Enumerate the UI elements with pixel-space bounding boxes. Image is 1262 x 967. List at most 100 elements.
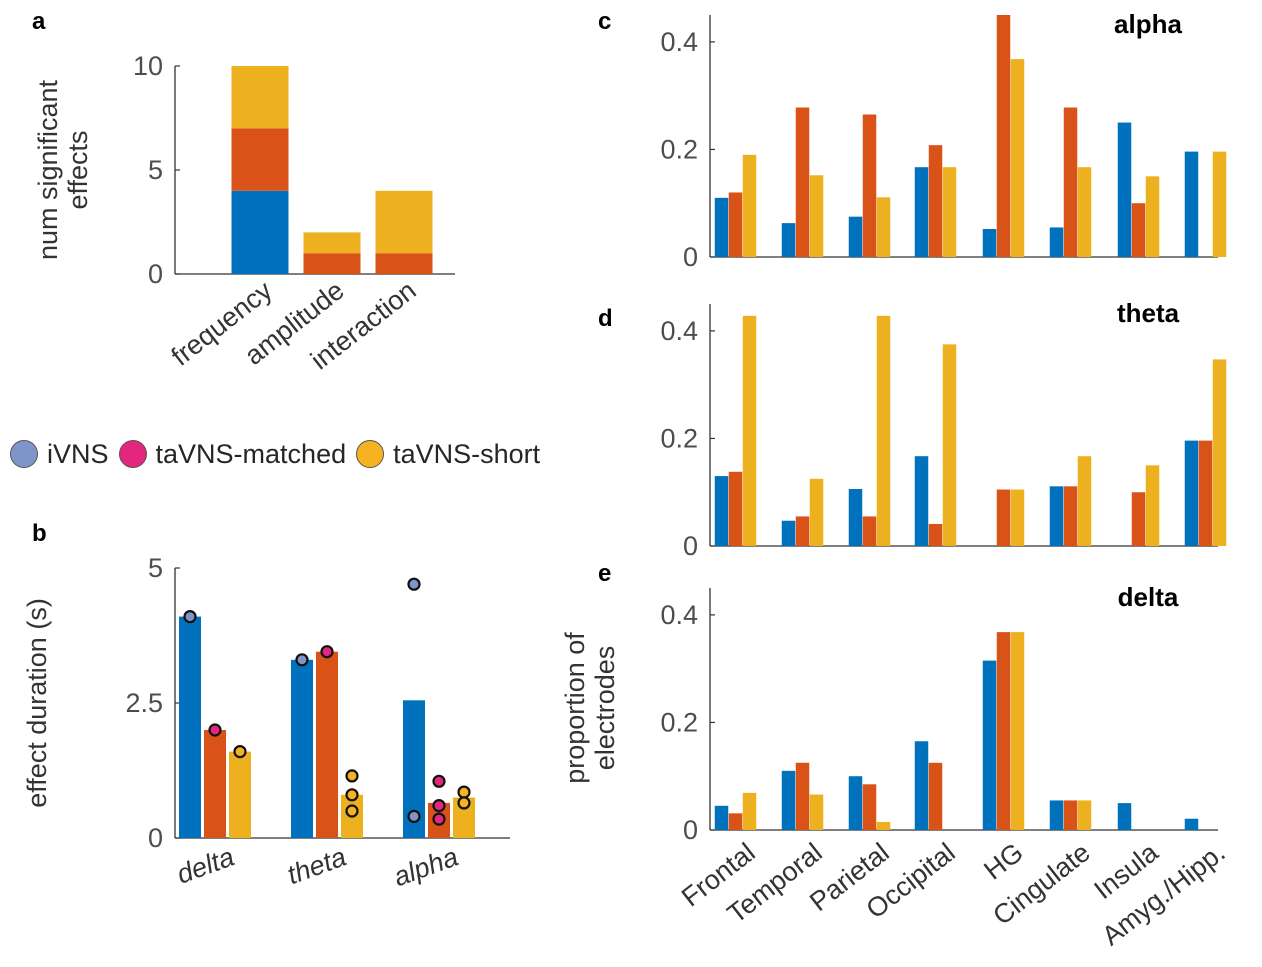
point-theta-tavns-matched [320, 645, 334, 659]
bar-amplitude-tavns-matched [303, 253, 361, 274]
panel-c: c 0 0.2 0.4 alpha [598, 8, 1227, 272]
bar-frontal-ivns [714, 197, 729, 257]
bar-frontal-tavns-matched [728, 471, 743, 546]
bar-alpha-tavns-short [453, 797, 475, 838]
y-tick-label: 0 [683, 531, 698, 561]
bar-cingulate-ivns [1049, 227, 1064, 257]
bar-cingulate-tavns-matched [1063, 486, 1078, 546]
bar-delta-tavns-matched [204, 730, 226, 838]
bar-parietal-ivns [848, 776, 863, 830]
y-tick-label: 0 [683, 242, 698, 272]
y-tick-label: 0 [148, 259, 163, 289]
y-tick-label: 0.4 [660, 27, 698, 57]
bar-insula-ivns [1117, 803, 1132, 830]
tavns-short-swatch-icon [356, 440, 385, 468]
y-axis-label-line: num significant [33, 79, 63, 260]
bar-insula-ivns [1117, 122, 1132, 257]
bar-amyg-hipp-ivns [1184, 151, 1199, 257]
y-tick-label: 0.4 [660, 316, 698, 346]
bar-interaction-tavns-short [375, 190, 433, 254]
bar-occipital-ivns [914, 741, 929, 830]
ivns-swatch-icon [10, 440, 38, 468]
panel-label-b: b [32, 520, 47, 547]
y-axis-label-line: effect duration (s) [22, 598, 52, 808]
bar-hg-tavns-short [1010, 59, 1025, 257]
bar-cingulate-tavns-matched [1063, 107, 1078, 258]
bar-occipital-tavns-short [942, 167, 957, 257]
point-theta-tavns-short [345, 804, 359, 818]
y-tick-label: 0.4 [660, 600, 698, 630]
y-tick-label: 0 [683, 815, 698, 845]
bar-temporal-tavns-matched [795, 107, 810, 258]
bar-hg-ivns [982, 229, 997, 257]
y-tick-label: 0.2 [660, 134, 698, 164]
point-theta-tavns-short [345, 788, 359, 802]
bar-temporal-tavns-short [809, 794, 824, 830]
y-tick-label: 5 [148, 553, 163, 583]
x-tick-label-theta: theta [283, 841, 350, 890]
bar-insula-tavns-short [1145, 176, 1160, 257]
bar-cingulate-tavns-short [1077, 456, 1092, 546]
y-tick-label: 2.5 [125, 688, 163, 718]
bar-delta-ivns [179, 616, 201, 838]
bar-temporal-ivns [781, 223, 796, 257]
bar-amyg-hipp-tavns-short [1212, 359, 1227, 546]
bar-parietal-tavns-matched [862, 516, 877, 546]
bar-frontal-tavns-short [742, 792, 757, 830]
y-tick-label: 5 [148, 155, 163, 185]
bar-occipital-tavns-matched [928, 762, 943, 830]
y-axis-label: effect duration (s) [22, 598, 52, 808]
bar-cingulate-ivns [1049, 800, 1064, 830]
point-alpha-ivns [407, 809, 421, 824]
point-delta-tavns-matched [208, 723, 222, 737]
y-axis-label-line: effects [63, 130, 93, 209]
bar-parietal-ivns [848, 488, 863, 546]
point-theta-ivns [295, 653, 309, 667]
x-tick-label-alpha: alpha [390, 841, 462, 892]
bar-parietal-tavns-matched [862, 114, 877, 257]
y-tick-label: 0.2 [660, 423, 698, 453]
bar-frontal-tavns-short [742, 315, 757, 546]
tavns-matched-swatch-icon [118, 440, 147, 468]
bar-alpha-ivns [403, 700, 425, 838]
bar-temporal-ivns [781, 520, 796, 546]
bar-amyg-hipp-ivns [1184, 818, 1199, 830]
point-alpha-tavns-matched [432, 774, 446, 788]
point-alpha-tavns-matched [432, 812, 446, 826]
bar-frequency-ivns [231, 190, 289, 274]
bar-temporal-tavns-short [809, 175, 824, 257]
bar-hg-ivns [982, 660, 997, 830]
bar-occipital-tavns-matched [928, 523, 943, 546]
bar-parietal-tavns-short [876, 197, 891, 257]
point-theta-tavns-short [345, 769, 359, 783]
bar-amplitude-tavns-short [303, 232, 361, 254]
bar-interaction-tavns-matched [375, 253, 433, 274]
panel-label-d: d [598, 305, 613, 332]
y-axis-label: proportion ofelectrodes [560, 632, 620, 784]
y-axis-label-line: electrodes [590, 646, 620, 771]
x-tick-label-hg: HG [978, 837, 1028, 886]
panel-title-c: alpha [1114, 9, 1182, 39]
bar-insula-tavns-matched [1131, 492, 1146, 546]
bar-parietal-tavns-matched [862, 784, 877, 830]
bar-amyg-hipp-tavns-short [1212, 151, 1227, 257]
legend-label-tavns-short: taVNS-short [393, 438, 541, 469]
bar-frontal-tavns-short [742, 154, 757, 257]
panel-b: b 0 2.5 5 effect duration (s) delta theta alpha [22, 520, 510, 892]
bar-frequency-tavns-matched [231, 128, 289, 191]
bar-theta-ivns [291, 659, 313, 838]
bar-hg-tavns-matched [996, 15, 1011, 257]
panel-title-d: theta [1117, 298, 1180, 328]
legend-item-tavns-matched: taVNS-matched [118, 439, 346, 470]
y-tick-label: 10 [133, 51, 163, 81]
point-alpha-ivns [407, 577, 421, 591]
bar-cingulate-tavns-short [1077, 800, 1092, 830]
bar-amyg-hipp-tavns-matched [1198, 440, 1213, 546]
bar-hg-tavns-matched [996, 632, 1011, 830]
panel-title-e: delta [1118, 582, 1179, 612]
y-axis-label-line: proportion of [560, 632, 590, 784]
bar-frequency-tavns-short [231, 66, 289, 129]
y-tick-label: 0 [148, 823, 163, 853]
bar-frontal-tavns-matched [728, 192, 743, 257]
bar-temporal-tavns-matched [795, 762, 810, 830]
